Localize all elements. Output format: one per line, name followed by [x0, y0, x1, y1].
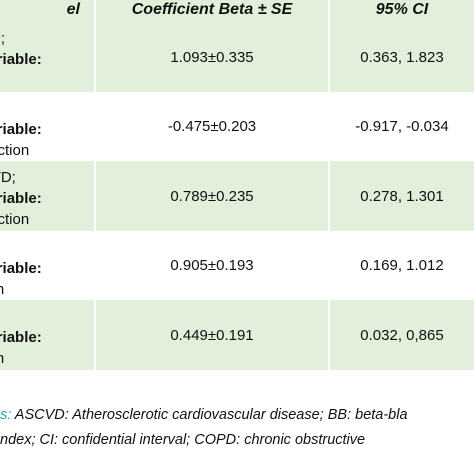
ci-cell: -0.917, -0.034 — [355, 118, 449, 136]
label-line: variable: — [0, 51, 42, 68]
label-text: II;variable: tion — [0, 237, 42, 300]
label-cell: PD; variable: th — [0, 22, 96, 92]
ci-cell: 0.032, 0,865 — [330, 300, 474, 371]
label-text: CVD; variable: farction — [0, 167, 42, 230]
footnote-line: s: ASCVD: Atherosclerotic cardiovascular… — [0, 403, 474, 428]
label-line: tion — [0, 279, 42, 300]
label-line: CVD; — [0, 169, 16, 187]
footnote-label: s: — [0, 407, 12, 423]
beta-cell: 1.093±0.335 — [96, 22, 330, 92]
label-line: farction — [0, 141, 30, 159]
label-cell: II;variable: tion — [0, 230, 96, 301]
beta-cell: -0.475±0.203 — [96, 91, 330, 162]
label-line: II; — [0, 237, 42, 258]
label-line: variable: — [0, 259, 42, 277]
label-text: e; variable:tion — [0, 306, 42, 369]
label-line: PD; — [0, 30, 6, 47]
footnote-text: ASCVD: Atherosclerotic cardiovascular di… — [14, 407, 408, 423]
footnote-line: ndex; CI: confidential interval; COPD: c… — [0, 432, 366, 448]
label-line: e; — [0, 306, 42, 327]
label-line: th — [0, 70, 42, 91]
label-text: :variable: farction — [0, 98, 42, 161]
label-cell: :variable: farction — [0, 91, 96, 162]
header-cell: el — [0, 0, 96, 22]
label-line: tion — [0, 348, 42, 369]
label-cell: CVD; variable: farction — [0, 161, 96, 232]
header-cell: Coefficient Beta ± SE — [96, 0, 330, 22]
table-row: II;variable: tion 0.905±0.193 0.169, 1.012 — [0, 230, 474, 301]
header-row: el Coefficient Beta ± SE 95% CI — [0, 0, 474, 22]
ci-cell: 0.278, 1.301 — [330, 161, 474, 232]
label-cell: e; variable:tion — [0, 300, 96, 371]
beta-cell: 0.905±0.193 — [96, 230, 330, 301]
label-line: : — [0, 98, 42, 119]
label-line: variable: — [0, 120, 42, 138]
footnote: s: ASCVD: Atherosclerotic cardiovascular… — [0, 403, 474, 453]
label-line: variable: — [0, 329, 42, 347]
beta-cell: 0.789±0.235 — [96, 161, 330, 232]
ci-cell: 0.363, 1.823 — [330, 22, 474, 92]
label-line: farction — [0, 211, 30, 229]
header-cell: 95% CI — [330, 0, 474, 22]
table-row: :variable: farction -0.475±0.203 -0.917, -0… — [0, 91, 474, 162]
label-text: PD; variable: th — [0, 28, 42, 91]
beta-cell: 0.449±0.191 — [96, 300, 330, 371]
label-line: variable: — [0, 190, 42, 208]
ci-cell: 0.169, 1.012 — [360, 257, 444, 275]
